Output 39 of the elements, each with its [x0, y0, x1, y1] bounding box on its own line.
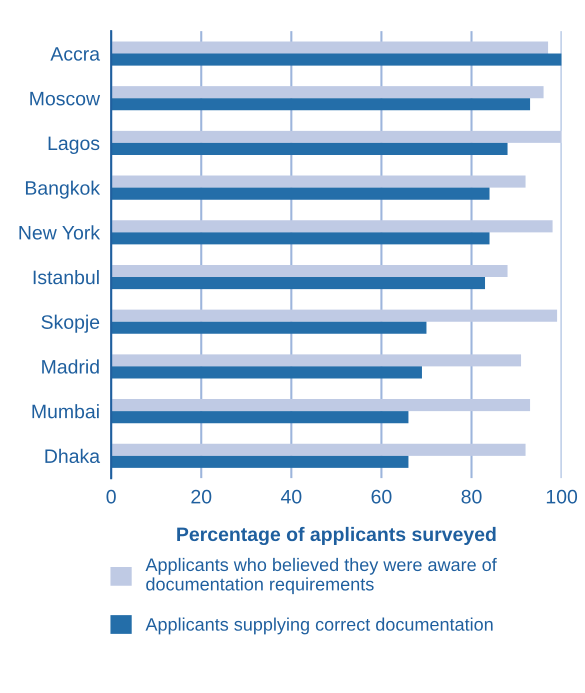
y-tick-label: Skopje [41, 314, 100, 333]
bar [111, 399, 530, 412]
y-tick-label: New York [19, 225, 100, 240]
x-axis-title: Percentage of applicants surveyed [177, 526, 496, 546]
y-tick-label: Moscow [30, 92, 100, 106]
legend-label: Applicants supplying correct documentation [145, 618, 493, 634]
bar [111, 264, 508, 278]
bar [111, 176, 526, 188]
x-tick-label: 40 [280, 490, 302, 504]
bar [111, 456, 408, 468]
y-tick-label: Bangkok [26, 180, 100, 199]
bar [111, 322, 426, 334]
bar [111, 142, 508, 155]
x-tick-label: 80 [462, 490, 482, 504]
bar [111, 354, 522, 366]
bar [111, 86, 544, 98]
y-tick-label: Dhaka [45, 448, 100, 464]
bar [111, 188, 490, 200]
bar [111, 444, 526, 456]
y-tick-label: Accra [50, 47, 100, 61]
bar [111, 366, 422, 378]
bar [111, 220, 553, 232]
bar [111, 54, 562, 66]
bar [111, 411, 408, 424]
bar [111, 41, 548, 54]
x-tick-label: 60 [372, 490, 392, 504]
bar [111, 310, 558, 322]
bar [111, 277, 486, 290]
y-tick-label: Istanbul [34, 270, 99, 284]
x-tick-label: 100 [546, 490, 578, 504]
y-tick-label: Madrid [42, 359, 99, 374]
legend-label: Applicants who believed they were aware of documentation requirements [145, 558, 497, 594]
x-tick-label: 0 [106, 490, 116, 504]
bar [111, 98, 530, 110]
y-tick-label: Mumbai [32, 404, 99, 418]
y-tick-label: Lagos [48, 136, 100, 154]
x-tick-label: 20 [191, 490, 212, 504]
bar [111, 232, 490, 244]
bar [111, 130, 562, 143]
